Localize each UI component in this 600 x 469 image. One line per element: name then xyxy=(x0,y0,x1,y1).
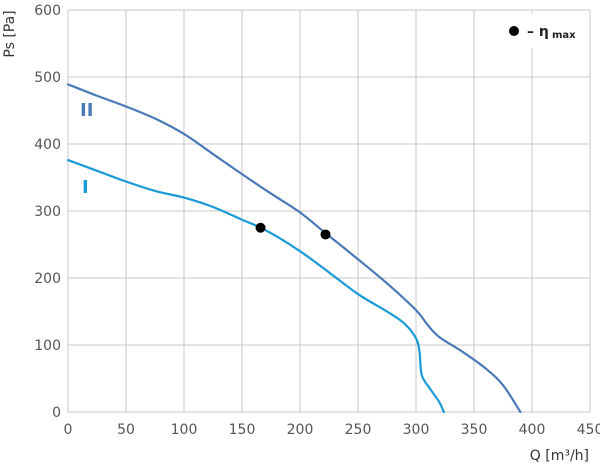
series-markers xyxy=(255,222,331,240)
x-tick-label: 400 xyxy=(519,422,546,438)
eta-max-point-I xyxy=(255,222,266,233)
y-tick-label: 500 xyxy=(34,70,61,86)
x-tick-label: 150 xyxy=(229,422,256,438)
x-tick-label: 100 xyxy=(171,422,198,438)
y-tick-label: 300 xyxy=(34,204,61,220)
legend: – η max xyxy=(496,14,586,48)
x-tick-label: 200 xyxy=(287,422,314,438)
series-label-I: I xyxy=(82,177,89,198)
y-axis-ticks: 0 100 200 300 400 500 600 xyxy=(34,3,61,421)
x-axis-ticks: 0 50 100 150 200 250 300 350 400 450 xyxy=(64,422,600,438)
y-tick-label: 0 xyxy=(52,405,61,421)
grid xyxy=(67,9,591,413)
x-tick-label: 50 xyxy=(117,422,135,438)
series-label-II: II xyxy=(80,100,93,121)
x-tick-label: 450 xyxy=(577,422,600,438)
x-tick-label: 0 xyxy=(64,422,73,438)
y-tick-label: 600 xyxy=(34,3,61,19)
y-tick-label: 400 xyxy=(34,137,61,153)
series-labels: III xyxy=(80,100,93,198)
y-tick-label: 100 xyxy=(34,338,61,354)
eta-max-point-II xyxy=(320,229,331,240)
series-line-I xyxy=(66,158,445,414)
x-tick-label: 300 xyxy=(403,422,430,438)
x-tick-label: 350 xyxy=(461,422,488,438)
y-axis-label: Ps [Pa] xyxy=(2,10,18,57)
x-axis-label: Q [m³/h] xyxy=(530,448,589,464)
legend-marker-icon xyxy=(509,26,519,36)
series-lines xyxy=(66,83,522,414)
legend-label: – η xyxy=(527,24,549,40)
x-tick-label: 250 xyxy=(345,422,372,438)
y-tick-label: 200 xyxy=(34,271,61,287)
legend-label-subscript: max xyxy=(552,30,576,41)
